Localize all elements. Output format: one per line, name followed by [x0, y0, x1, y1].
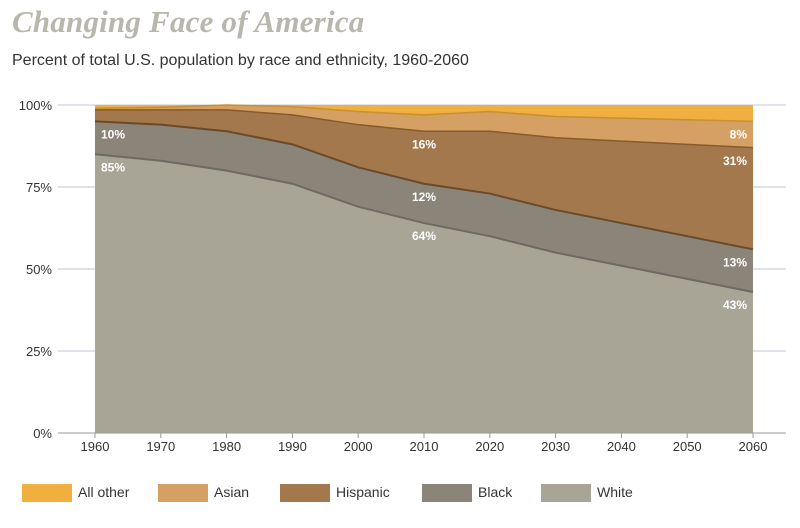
x-tick-label: 1960 [81, 439, 110, 454]
legend-label-hispanic: Hispanic [336, 484, 390, 500]
area-hispanic [95, 109, 753, 250]
data-label: 16% [412, 137, 436, 151]
legend: All other Asian Hispanic Black White [22, 482, 792, 504]
legend-label-all-other: All other [78, 484, 130, 500]
area-white [95, 154, 753, 433]
x-tick-label: 1970 [146, 439, 175, 454]
x-tick-label: 2060 [739, 439, 768, 454]
data-label: 8% [730, 128, 748, 142]
legend-label-asian: Asian [214, 484, 250, 500]
data-label: 85% [101, 160, 125, 174]
area-asian [95, 105, 753, 148]
area-black [95, 121, 753, 292]
y-tick-label: 75% [26, 180, 52, 195]
x-tick-label: 2000 [344, 439, 373, 454]
data-label: 43% [723, 298, 747, 312]
legend-swatch-all-other [22, 484, 72, 502]
legend-label-white: White [597, 484, 633, 500]
x-tick-label: 2020 [475, 439, 504, 454]
y-tick-label: 0% [33, 426, 52, 441]
boundary-line [94, 153, 754, 293]
data-label: 64% [412, 229, 436, 243]
x-tick-label: 1980 [212, 439, 241, 454]
legend-label-black: Black [478, 484, 513, 500]
legend-swatch-hispanic [280, 484, 330, 502]
y-tick-label: 50% [26, 262, 52, 277]
x-tick-label: 2030 [541, 439, 570, 454]
boundary-line [94, 120, 754, 251]
x-tick-label: 2040 [607, 439, 636, 454]
data-label: 10% [101, 128, 125, 142]
stacked-area-chart: 0% 25% 50% 75% 100% 1960 1970 1980 1990 2000 2010 2… [19, 98, 786, 454]
y-tick-label: 25% [26, 344, 52, 359]
data-label: 13% [723, 255, 747, 269]
x-tick-label: 2010 [410, 439, 439, 454]
x-tick-label: 1990 [278, 439, 307, 454]
x-tick-label: 2050 [673, 439, 702, 454]
legend-swatch-asian [158, 484, 208, 502]
legend-swatch-white [541, 484, 591, 502]
legend-swatch-black [422, 484, 472, 502]
data-label: 31% [723, 154, 747, 168]
data-label: 12% [412, 190, 436, 204]
chart-title: Changing Face of America [12, 4, 365, 39]
y-tick-label: 100% [19, 98, 53, 113]
boundary-line [95, 109, 754, 149]
boundary-line [94, 104, 754, 123]
chart-subtitle: Percent of total U.S. population by race… [12, 52, 469, 69]
